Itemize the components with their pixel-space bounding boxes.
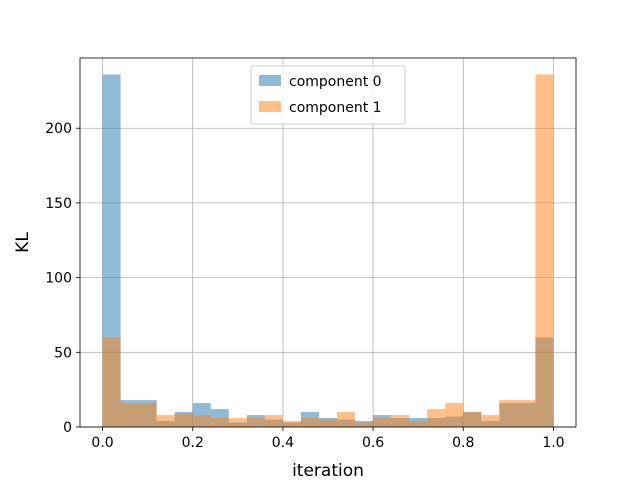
bar-series-1 <box>481 415 500 427</box>
bar-series-1 <box>318 419 338 427</box>
bar-series-1 <box>337 412 356 427</box>
bar-series-1 <box>282 421 301 427</box>
bar-series-1 <box>300 418 319 427</box>
x-tick-label: 0.2 <box>182 435 204 451</box>
x-tick-label: 1.0 <box>542 435 564 451</box>
bar-series-1 <box>174 413 193 427</box>
bar-series-1 <box>463 412 482 427</box>
bar-series-1 <box>228 418 247 427</box>
x-tick-label: 0.4 <box>272 435 294 451</box>
bar-series-1 <box>246 418 265 427</box>
bar-series-1 <box>355 422 374 427</box>
bar-series-1 <box>264 415 283 427</box>
legend-label-component-1: component 1 <box>289 100 382 116</box>
y-tick-label: 150 <box>45 196 72 212</box>
x-tick-label: 0.0 <box>91 435 113 451</box>
y-tick-label: 200 <box>45 121 72 137</box>
bar-series-1 <box>102 337 121 427</box>
legend-swatch-component-1 <box>259 101 281 112</box>
bar-series-1 <box>210 418 229 427</box>
bars-layer <box>102 74 554 427</box>
legend-box <box>250 65 406 125</box>
legend-swatch-component-0 <box>259 75 281 86</box>
bar-series-1 <box>409 421 428 427</box>
bar-series-1 <box>535 74 554 427</box>
x-tick-label: 0.6 <box>362 435 384 451</box>
bar-series-1 <box>391 415 410 427</box>
ticks-layer: 0.0 0.2 0.4 0.6 0.8 1.0 0 50 100 150 200 <box>45 121 564 451</box>
bar-series-1 <box>120 403 139 427</box>
bar-series-1 <box>373 418 392 427</box>
x-tick-label: 0.8 <box>452 435 474 451</box>
plot-frame <box>79 57 577 428</box>
y-tick-label: 0 <box>63 420 72 436</box>
y-axis-label: KL <box>13 232 33 253</box>
bar-series-1 <box>156 415 175 427</box>
y-tick-label: 50 <box>54 345 72 361</box>
legend: component 0 component 1 <box>250 65 406 125</box>
bar-series-1 <box>427 409 446 427</box>
y-tick-label: 100 <box>45 271 72 287</box>
bar-series-1 <box>499 400 518 427</box>
bar-series-1 <box>517 400 536 427</box>
bar-series-1 <box>138 403 157 427</box>
bar-series-1 <box>445 403 464 427</box>
legend-label-component-0: component 0 <box>289 74 382 90</box>
x-axis-label: iteration <box>292 461 364 480</box>
bar-series-1 <box>192 415 211 427</box>
